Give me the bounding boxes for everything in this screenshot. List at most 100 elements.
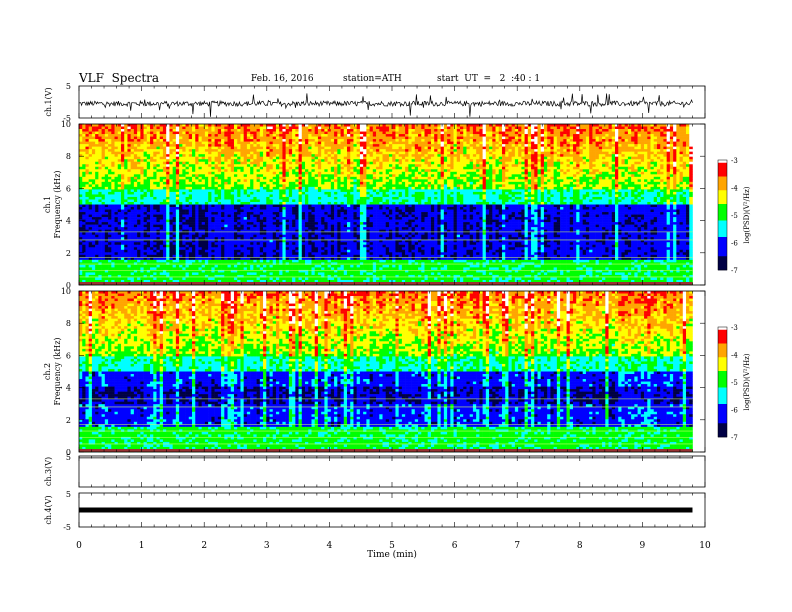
colorbar-ch2-segment bbox=[718, 351, 727, 355]
colorbar-ch1-segment bbox=[718, 195, 727, 199]
colorbar-ch1-segment bbox=[718, 201, 727, 205]
x-tick-label: 2 bbox=[201, 541, 207, 551]
ch1-waveform bbox=[78, 93, 693, 117]
colorbar-ch1-frame bbox=[717, 159, 728, 271]
colorbar-ch1-segment bbox=[718, 228, 727, 232]
colorbar-tick-label: -3 bbox=[731, 157, 738, 165]
ch1-frequency-label: Frequency (kHz) bbox=[53, 170, 62, 238]
colorbar-ch2-segment bbox=[718, 368, 727, 372]
ch2-freq-tick-label: 0 bbox=[66, 448, 71, 457]
ch4-ytick-label: -5 bbox=[63, 523, 71, 532]
colorbar-ch1-segment bbox=[718, 259, 727, 263]
colorbar-ch1-segment bbox=[718, 160, 727, 164]
colorbar-ch2-segment bbox=[718, 412, 727, 416]
colorbar-ch1-segment bbox=[718, 212, 727, 216]
header-date: Feb. 16, 2016 bbox=[251, 74, 314, 84]
x-tick-label: 9 bbox=[640, 541, 646, 551]
ch1-freq-tick-label: 0 bbox=[66, 281, 71, 290]
x-axis-label: Time (min) bbox=[367, 549, 417, 560]
colorbar-ch1-segment bbox=[718, 253, 727, 257]
colorbar-ch2-segment bbox=[718, 409, 727, 413]
x-tick-label: 3 bbox=[264, 541, 270, 551]
colorbar-ch2-segment bbox=[718, 349, 727, 353]
colorbar-ch1-segment bbox=[718, 215, 727, 219]
colorbar-ch2-segment bbox=[718, 431, 727, 435]
colorbar-tick-label: -6 bbox=[731, 407, 738, 415]
colorbar-ch1-segment bbox=[718, 179, 727, 183]
colorbar-ch1-segment bbox=[718, 187, 727, 191]
colorbar-ch2-segment bbox=[718, 434, 727, 438]
ch2-freq-tick-label: 8 bbox=[66, 319, 71, 328]
colorbar-ch2-segment bbox=[718, 340, 727, 344]
ch1-freq-tick-label: 6 bbox=[66, 184, 71, 193]
colorbar-ch1-segment bbox=[718, 239, 727, 243]
colorbar-ch2-segment bbox=[718, 384, 727, 388]
colorbar-ch1-segment bbox=[718, 237, 727, 241]
colorbar-ch2-segment bbox=[718, 398, 727, 402]
colorbar-ch2-segment bbox=[718, 387, 727, 391]
colorbar-ch2-segment bbox=[718, 428, 727, 432]
colorbar-tick-label: -5 bbox=[731, 379, 738, 387]
colorbar-ch2-segment bbox=[718, 406, 727, 410]
x-tick-label: 10 bbox=[699, 541, 711, 551]
colorbar-ch1-segment bbox=[718, 204, 727, 208]
colorbar-ch1-segment bbox=[718, 171, 727, 175]
header-station: station=ATH bbox=[343, 74, 402, 84]
chart-title: VLF Spectra bbox=[79, 71, 159, 85]
colorbar-ch2-label: log(PSD)(V²/Hz) bbox=[743, 353, 751, 410]
colorbar-ch1-segment bbox=[718, 245, 727, 249]
colorbar-ch1-segment bbox=[718, 190, 727, 194]
colorbar-ch1-segment bbox=[718, 234, 727, 238]
x-tick-label: 7 bbox=[514, 541, 520, 551]
colorbar-ch2-segment bbox=[718, 365, 727, 369]
ch4-waveform bbox=[79, 507, 693, 513]
colorbar-ch2-segment bbox=[718, 354, 727, 358]
colorbar-ch2-segment bbox=[718, 371, 727, 375]
colorbar-ch2-segment bbox=[718, 362, 727, 366]
colorbar-ch2-segment bbox=[718, 415, 727, 419]
colorbar-tick-label: -4 bbox=[731, 185, 738, 193]
x-tick-label: 6 bbox=[452, 541, 458, 551]
colorbar-ch1-segment bbox=[718, 242, 727, 246]
colorbar-ch1-segment bbox=[718, 193, 727, 197]
colorbar-ch1-segment bbox=[718, 261, 727, 265]
colorbar-ch2-segment bbox=[718, 417, 727, 421]
ch2-freq-tick-label: 10 bbox=[61, 287, 71, 296]
x-tick-label: 0 bbox=[76, 541, 82, 551]
colorbar-ch2-segment bbox=[718, 395, 727, 399]
spectrogram-ch2 bbox=[79, 291, 693, 453]
colorbar-ch2-segment bbox=[718, 382, 727, 386]
colorbar-ch1-segment bbox=[718, 223, 727, 227]
colorbar-tick-label: -3 bbox=[731, 324, 738, 332]
colorbar-ch1-segment bbox=[718, 250, 727, 254]
colorbar-ch2-segment bbox=[718, 404, 727, 408]
colorbar-ch1-segment bbox=[718, 220, 727, 224]
ch1-freq-tick-label: 8 bbox=[66, 152, 71, 161]
colorbar-ch2-segment bbox=[718, 360, 727, 364]
colorbar-ch1-segment bbox=[718, 206, 727, 210]
ch1-ytick-label: 5 bbox=[66, 82, 71, 91]
colorbar-ch1-segment bbox=[718, 248, 727, 252]
colorbar-ch1-segment bbox=[718, 198, 727, 202]
ch1-freq-tick-label: 4 bbox=[66, 217, 71, 226]
ch1-channel-label: ch.1 bbox=[43, 196, 52, 213]
colorbar-ch2-frame bbox=[717, 326, 728, 438]
colorbar-ch2-segment bbox=[718, 401, 727, 405]
colorbar-ch1-segment bbox=[718, 173, 727, 177]
colorbar-ch2-segment bbox=[718, 357, 727, 361]
x-tick-label: 1 bbox=[139, 541, 145, 551]
colorbar-ch1-label: log(PSD)(V²/Hz) bbox=[743, 186, 751, 243]
spectrogram-ch1 bbox=[79, 124, 693, 286]
colorbar-ch2-segment bbox=[718, 346, 727, 350]
ch1-waveform-ylabel: ch.1(V) bbox=[44, 87, 53, 116]
colorbar-tick-label: -5 bbox=[731, 212, 738, 220]
colorbar-ch2-segment bbox=[718, 338, 727, 342]
colorbar-ch1-segment bbox=[718, 184, 727, 188]
colorbar-ch2-segment bbox=[718, 335, 727, 339]
colorbar-ch1-segment bbox=[718, 165, 727, 169]
colorbar-tick-label: -7 bbox=[731, 267, 738, 275]
colorbar-ch2-segment bbox=[718, 373, 727, 377]
colorbar-ch1-segment bbox=[718, 264, 727, 268]
header-start-time: start UT = 2 :40 : 1 bbox=[437, 74, 540, 84]
